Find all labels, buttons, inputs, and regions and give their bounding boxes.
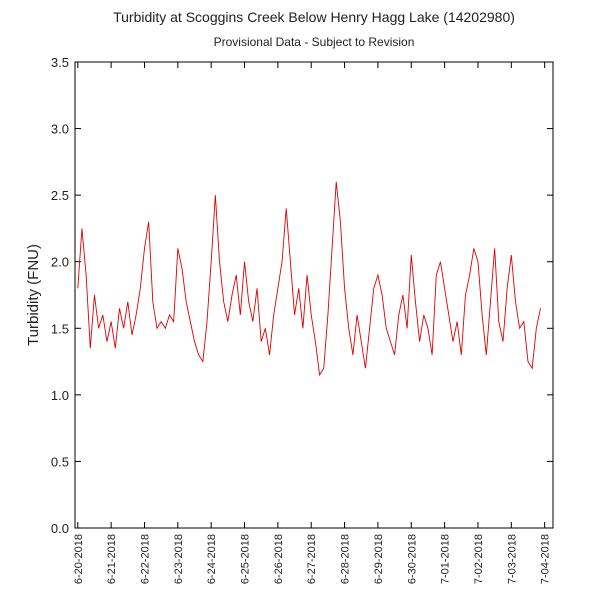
x-tick-label: 7-01-2018 [440,534,452,584]
x-tick-label: 7-04-2018 [540,534,552,584]
x-tick-label: 6-28-2018 [340,534,352,584]
chart-title: Turbidity at Scoggins Creek Below Henry … [113,9,515,25]
y-tick-label: 1.5 [51,321,69,336]
y-tick-label: 0.5 [51,454,69,469]
plot-area [74,61,554,529]
x-tick-label: 6-27-2018 [306,534,318,584]
y-tick-label: 0.0 [51,521,69,536]
x-tick-label: 6-25-2018 [240,534,252,584]
y-tick-label: 3.5 [51,55,69,70]
x-tick-label: 6-30-2018 [406,534,418,584]
x-tick-label: 6-23-2018 [173,534,185,584]
y-axis-label: Turbidity (FNU) [25,244,42,346]
x-tick-label: 6-22-2018 [139,534,151,584]
x-tick-label: 6-20-2018 [73,534,85,584]
y-tick-label: 3.0 [51,122,69,137]
turbidity-line [77,181,541,377]
x-tick-label: 7-03-2018 [506,534,518,584]
y-tick-label: 1.0 [51,388,69,403]
x-tick-label: 6-24-2018 [206,534,218,584]
x-tick-label: 6-29-2018 [373,534,385,584]
x-tick-label: 6-26-2018 [273,534,285,584]
x-tick-label: 7-02-2018 [473,534,485,584]
x-tick-label: 6-21-2018 [106,534,118,584]
y-tick-label: 2.0 [51,255,69,270]
chart-subtitle: Provisional Data - Subject to Revision [214,35,415,49]
y-tick-label: 2.5 [51,188,69,203]
